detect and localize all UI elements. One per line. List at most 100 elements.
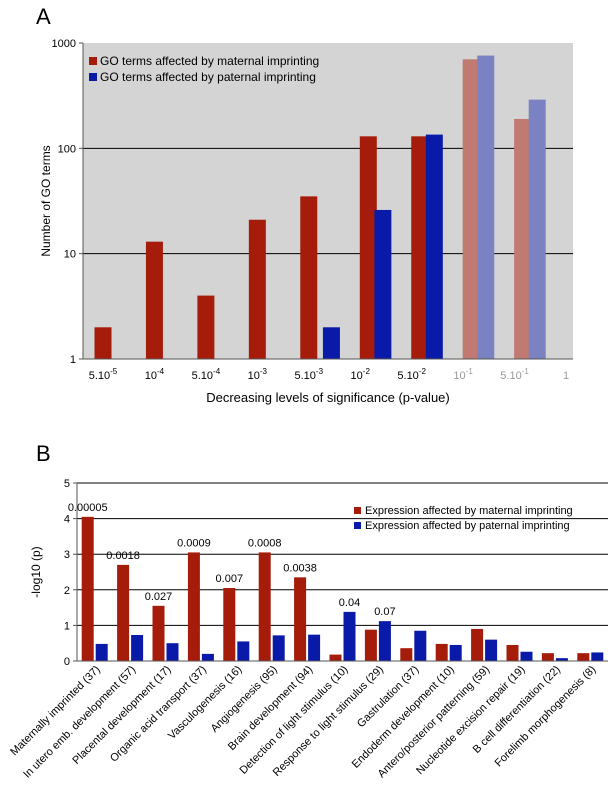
x-tick-label: 5.10-1 [500, 367, 529, 382]
bar-paternal [166, 643, 179, 661]
x-tick-label: 5.10-3 [295, 367, 324, 382]
bar-maternal [577, 653, 590, 661]
y-tick-label: 1000 [52, 38, 76, 50]
panel-b-y-ticks: 0 1 2 3 4 5 [64, 478, 77, 668]
data-label: 0.027 [145, 591, 173, 603]
panel-a-bars [94, 55, 546, 360]
bar-maternal [359, 136, 377, 359]
x-tick-label: 1 [563, 370, 569, 382]
bar-paternal [591, 652, 604, 661]
bar-paternal [95, 643, 108, 661]
panel-a-legend: GO terms affected by maternal imprinting… [89, 54, 319, 84]
x-tick-label: 5.10-4 [192, 367, 221, 382]
bar-paternal [449, 644, 462, 661]
legend-swatch-maternal [89, 57, 97, 65]
bar-paternal [374, 209, 392, 359]
bar-maternal [506, 644, 519, 661]
bar-paternal [343, 611, 356, 661]
bar-maternal [364, 629, 377, 661]
bar-maternal [258, 552, 271, 661]
bar-maternal [187, 552, 200, 661]
panel-a-y-ticks: 1 10 100 1000 [52, 38, 83, 366]
bar-maternal [145, 241, 163, 359]
bar-maternal [81, 516, 94, 661]
bar-paternal [308, 634, 321, 661]
panel-b: B 0.000050.00180.0270.00090.0070.00080.0… [8, 441, 608, 781]
bar-paternal [485, 639, 498, 661]
bar-maternal [223, 588, 236, 661]
bar-paternal [425, 134, 443, 359]
panel-b-plot-area [77, 483, 608, 661]
panel-b-bars [81, 516, 604, 661]
data-label: 0.0009 [177, 537, 211, 549]
bar-maternal [248, 219, 266, 359]
bar-maternal [300, 196, 318, 359]
panel-a-x-axis-label: Decreasing levels of significance (p-val… [206, 390, 450, 405]
bar-maternal [117, 564, 130, 661]
bar-paternal [378, 621, 391, 661]
data-label: 0.00005 [68, 502, 108, 514]
legend-b-label-maternal: Expression affected by maternal imprinti… [365, 505, 573, 517]
bar-maternal [541, 653, 554, 661]
bar-paternal [322, 327, 340, 359]
legend-label-paternal: GO terms affected by paternal imprinting [100, 70, 316, 84]
bar-paternal [201, 653, 214, 661]
data-label: 0.04 [339, 597, 360, 609]
data-label: 0.07 [374, 606, 395, 618]
x-tick-label: 5.10-5 [89, 367, 118, 382]
data-label: 0.007 [216, 573, 244, 585]
panel-b-x-ticks: Maternally imprinted (37)In utero emb. d… [8, 664, 598, 781]
legend-swatch-paternal [89, 73, 97, 81]
panel-b-y-axis-label: -log10 (p) [29, 546, 43, 597]
legend-b-swatch-maternal [354, 507, 361, 514]
data-label: 0.0038 [283, 562, 317, 574]
bar-maternal [471, 628, 484, 661]
bar-paternal [477, 55, 495, 360]
bar-maternal [197, 295, 215, 359]
bar-paternal [237, 641, 250, 661]
bar-maternal [94, 327, 112, 359]
bar-maternal [400, 648, 413, 661]
bar-paternal [272, 635, 285, 661]
panel-a-x-ticks: 5.10-5 10-4 5.10-4 10-3 5.10-3 10-2 5.10-2 10-1… [89, 367, 569, 382]
legend-b-swatch-paternal [354, 522, 361, 529]
data-label: 0.0018 [106, 550, 140, 562]
x-tick-label: 10-4 [145, 367, 165, 382]
legend-b-label-paternal: Expression affected by paternal imprinti… [365, 520, 570, 532]
bar-maternal [294, 577, 307, 661]
x-tick-label: 10-2 [351, 367, 371, 382]
panel-b-legend: Expression affected by maternal imprinti… [354, 505, 573, 532]
y-tick-label: 2 [64, 585, 70, 597]
x-tick-label: Gastrulation (37) [355, 664, 421, 730]
y-tick-label: 1 [70, 354, 76, 366]
bar-maternal [462, 59, 480, 359]
x-tick-label: Angiogenesis (95) [209, 664, 280, 735]
y-tick-label: 1 [64, 620, 70, 632]
data-label: 0.0008 [248, 537, 282, 549]
bar-paternal [555, 658, 568, 661]
bar-maternal [435, 643, 448, 661]
y-tick-label: 3 [64, 549, 70, 561]
panel-a: A 1 10 100 1000 5.10-5 10-4 5.10-4 10-3 5.10-3 1… [36, 4, 573, 405]
bar-maternal [329, 654, 342, 661]
x-tick-label: 5.10-2 [397, 367, 426, 382]
panel-b-gridlines [77, 482, 608, 626]
y-tick-label: 5 [64, 478, 70, 490]
panel-a-y-axis-label: Number of GO terms [39, 145, 53, 256]
bar-paternal [520, 651, 533, 661]
panel-b-annotations: 0.00005 0.0018 0.027 0.0009 0.007 0.0008 0.003… [68, 502, 396, 618]
legend-label-maternal: GO terms affected by maternal imprinting [100, 54, 319, 68]
bar-paternal [414, 630, 427, 661]
panel-b-letter: B [36, 441, 51, 466]
bar-maternal [514, 118, 532, 360]
bar-maternal [152, 605, 165, 661]
x-tick-label: 10-1 [453, 367, 473, 382]
y-tick-label: 0 [64, 656, 70, 668]
bar-paternal [131, 635, 144, 661]
bar-maternal [411, 136, 429, 359]
panel-a-letter: A [36, 4, 51, 29]
bar-paternal [528, 99, 546, 359]
y-tick-label: 10 [64, 249, 76, 261]
x-tick-label: 10-3 [248, 367, 268, 382]
